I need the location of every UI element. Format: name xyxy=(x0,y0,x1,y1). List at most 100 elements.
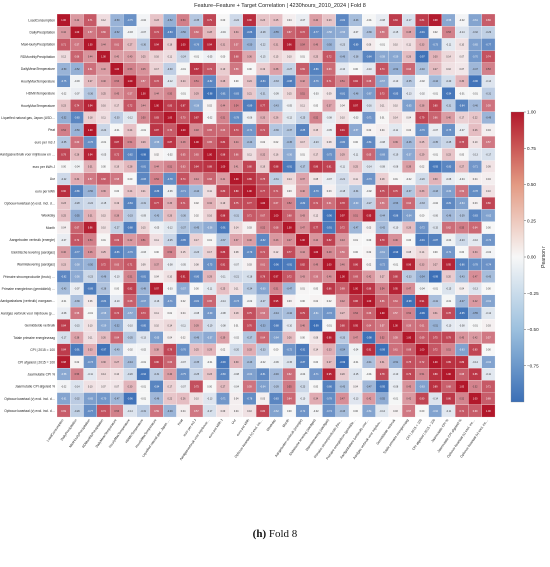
cell-value-label: -0.37 xyxy=(300,166,306,169)
cell-value-label: 0.82 xyxy=(300,263,305,266)
cell-value-label: 0.00 xyxy=(61,166,66,169)
cell-value-label: 1.00 xyxy=(274,214,279,217)
cell-value-label: 0.25 xyxy=(420,141,425,144)
cell-value-label: 0.75 xyxy=(406,361,411,364)
cell-value-label: 0.89 xyxy=(433,373,438,376)
cell-value-label: -0.60 xyxy=(260,288,266,291)
cell-value-label: 0.56 xyxy=(380,202,385,205)
cell-value-label: -0.31 xyxy=(141,410,147,413)
cell-value-label: -0.05 xyxy=(326,129,332,132)
cell-value-label: 0.07 xyxy=(101,385,106,388)
cell-value-label: -0.33 xyxy=(127,214,133,217)
cell-value-label: -0.01 xyxy=(114,129,120,132)
cell-value-label: 0.00 xyxy=(486,349,491,352)
cell-value-label: 0.79 xyxy=(61,153,66,156)
cell-value-label: 0.07 xyxy=(114,385,119,388)
cell-value-label: -0.08 xyxy=(446,178,452,181)
cell-value-label: -0.37 xyxy=(406,190,412,193)
cell-value-label: 0.64 xyxy=(406,68,411,71)
cell-value-label: -0.44 xyxy=(194,190,200,193)
cell-value-label: 0.17 xyxy=(313,153,318,156)
cell-value-label: -0.93 xyxy=(433,166,439,169)
cell-value-label: 0.15 xyxy=(181,251,186,254)
cell-value-label: -0.09 xyxy=(273,92,279,95)
cell-value-label: -0.14 xyxy=(74,385,80,388)
row-label: RDMonthlyPrecipitation xyxy=(21,55,56,59)
cell-value-label: 0.86 xyxy=(367,288,372,291)
cell-value-label: -0.55 xyxy=(379,398,385,401)
cell-value-label: -0.04 xyxy=(74,166,80,169)
cell-value-label: 0.16 xyxy=(101,104,106,107)
cell-value-label: 0.28 xyxy=(207,31,212,34)
cell-value-label: -0.07 xyxy=(141,31,147,34)
cell-value-label: -0.02 xyxy=(260,361,266,364)
cell-value-label: 0.80 xyxy=(420,398,425,401)
cell-value-label: 0.00 xyxy=(459,153,464,156)
cell-value-label: -0.09 xyxy=(141,214,147,217)
cell-value-label: 0.02 xyxy=(181,300,186,303)
cell-value-label: -0.95 xyxy=(379,385,385,388)
cell-value-label: 0.72 xyxy=(114,153,119,156)
cell-value-label: 0.89 xyxy=(247,178,252,181)
cell-value-label: 0.24 xyxy=(128,190,133,193)
cell-value-label: -0.01 xyxy=(141,385,147,388)
cell-value-label: 0.68 xyxy=(274,227,279,230)
cell-value-label: -0.43 xyxy=(273,104,279,107)
row-label: Opbouw kwartaal (v) excl. incl. d… xyxy=(4,409,55,413)
cell-value-label: -0.86 xyxy=(459,263,465,266)
cell-value-label: -0.14 xyxy=(472,361,478,364)
cell-value-label: -0.75 xyxy=(127,19,133,22)
cell-value-label: 0.86 xyxy=(473,373,478,376)
cell-value-label: 0.94 xyxy=(88,153,93,156)
cell-value-label: 0.77 xyxy=(287,251,292,254)
cell-value-label: 0.82 xyxy=(327,239,332,242)
cell-value-label: 0.68 xyxy=(101,178,106,181)
cell-value-label: -0.14 xyxy=(366,166,372,169)
cell-value-label: 0.64 xyxy=(406,202,411,205)
cell-value-label: 0.71 xyxy=(486,385,491,388)
cell-value-label: -0.10 xyxy=(300,398,306,401)
cell-value-label: 1.00 xyxy=(420,349,425,352)
cell-value-label: 0.97 xyxy=(154,288,159,291)
cell-value-label: -0.08 xyxy=(326,117,332,120)
cell-value-label: -0.33 xyxy=(260,349,266,352)
cell-value-label: -0.72 xyxy=(287,349,293,352)
cell-value-label: 0.27 xyxy=(459,166,464,169)
cell-value-label: -0.01 xyxy=(353,361,359,364)
cell-value-label: 0.11 xyxy=(154,239,159,242)
cell-value-label: -0.63 xyxy=(419,385,425,388)
cell-value-label: -0.82 xyxy=(127,153,133,156)
row-label: DailyMeanTemperature xyxy=(21,67,55,71)
cell-value-label: 0.00 xyxy=(114,288,119,291)
cell-value-label: 0.54 xyxy=(181,19,186,22)
cell-value-label: 0.23 xyxy=(61,104,66,107)
cell-value-label: -0.14 xyxy=(486,80,492,83)
cell-value-label: -0.01 xyxy=(180,92,186,95)
cell-value-label: -0.02 xyxy=(313,410,319,413)
cell-value-label: -0.01 xyxy=(101,141,107,144)
cell-value-label: 0.26 xyxy=(101,337,106,340)
cell-value-label: -0.07 xyxy=(74,92,80,95)
cell-value-label: -0.89 xyxy=(353,43,359,46)
cell-value-label: -0.84 xyxy=(101,300,107,303)
cell-value-label: -0.83 xyxy=(446,166,452,169)
colorbar-tick-label: 0.00 xyxy=(527,255,536,260)
cell-value-label: -0.36 xyxy=(273,129,279,132)
cell-value-label: -0.76 xyxy=(87,141,93,144)
cell-value-label: -0.05 xyxy=(101,153,107,156)
cell-value-label: -0.77 xyxy=(313,31,319,34)
cell-value-label: 0.03 xyxy=(393,410,398,413)
cell-value-label: 0.08 xyxy=(313,178,318,181)
row-label: Uur xyxy=(50,177,56,181)
cell-value-label: -0.37 xyxy=(287,129,293,132)
cell-value-label: 0.00 xyxy=(234,80,239,83)
cell-value-label: -0.39 xyxy=(74,300,80,303)
colorbar-tick-label: 0.75 xyxy=(527,146,536,151)
cell-value-label: -0.13 xyxy=(141,337,147,340)
cell-value-label: -0.01 xyxy=(87,312,93,315)
cell-value-label: 0.25 xyxy=(101,92,106,95)
cell-value-label: 0.34 xyxy=(313,398,318,401)
cell-value-label: 0.52 xyxy=(313,117,318,120)
cell-value-label: -0.65 xyxy=(472,43,478,46)
cell-value-label: 0.79 xyxy=(167,349,172,352)
